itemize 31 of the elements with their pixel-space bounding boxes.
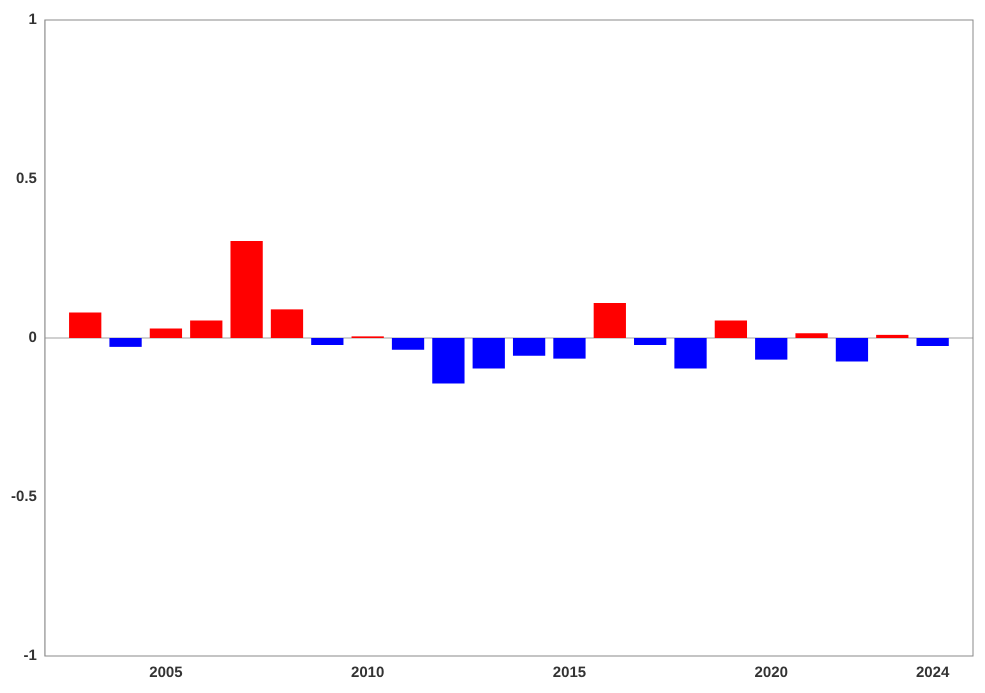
y-tick-label: -0.5 (10, 488, 37, 506)
y-tick-label: 0 (28, 329, 37, 346)
bar (755, 338, 788, 360)
x-tick-label: 2020 (754, 664, 788, 682)
y-tick-label: 1 (28, 11, 37, 28)
bar (876, 334, 908, 338)
bar (311, 338, 344, 345)
x-tick-label: 2005 (149, 664, 183, 682)
y-tick-label: 0.5 (16, 170, 37, 188)
bar (150, 328, 182, 338)
bar (230, 241, 263, 338)
bar (634, 338, 666, 345)
bar (109, 338, 142, 347)
bar (190, 320, 222, 338)
bar (432, 338, 465, 384)
bar (674, 338, 707, 369)
bar (594, 303, 626, 338)
bar (69, 312, 102, 338)
bar (392, 338, 424, 350)
bar (553, 338, 586, 359)
y-tick-label: -1 (24, 647, 37, 664)
bar (795, 333, 828, 338)
bar (512, 338, 546, 356)
bar (270, 309, 304, 338)
x-tick-label: 2024 (916, 664, 950, 682)
x-tick-label: 2015 (552, 664, 586, 682)
bar (916, 338, 949, 346)
x-tick-label: 2010 (350, 664, 384, 682)
bar (714, 320, 748, 338)
bar (836, 338, 868, 362)
bar (472, 338, 505, 369)
